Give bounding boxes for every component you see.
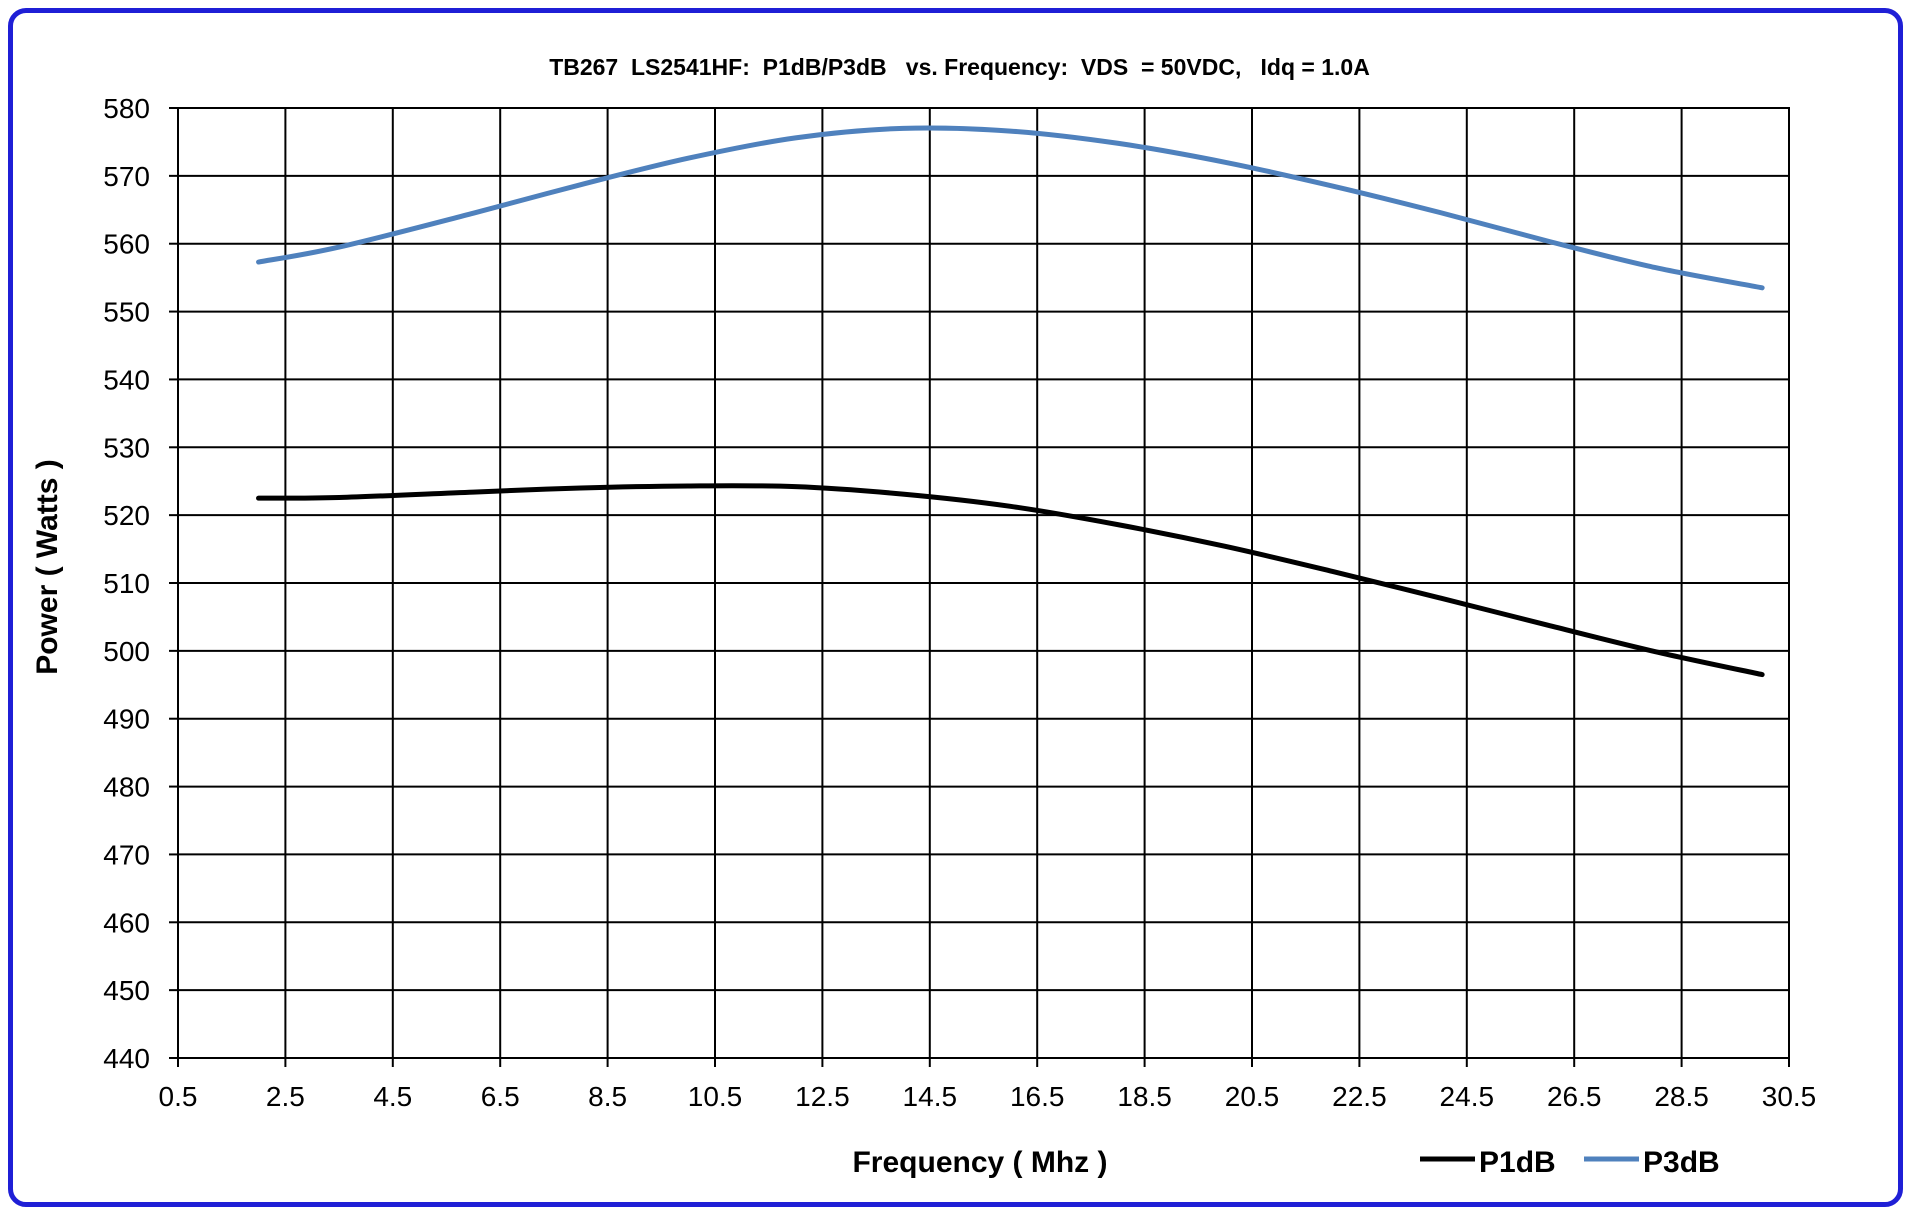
x-tick-label-8: 16.5: [1010, 1081, 1065, 1112]
legend-label-p3db: P3dB: [1643, 1146, 1720, 1179]
x-tick-label-11: 22.5: [1332, 1081, 1387, 1112]
legend: P1dB P3dB: [1420, 1146, 1720, 1179]
x-tick-label-6: 12.5: [795, 1081, 850, 1112]
x-tick-label-15: 30.5: [1762, 1081, 1817, 1112]
y-tick-label-0: 440: [103, 1043, 150, 1074]
x-tick-label-4: 8.5: [588, 1081, 627, 1112]
y-tick-label-5: 490: [103, 704, 150, 735]
y-tick-label-14: 580: [103, 93, 150, 124]
x-tick-label-5: 10.5: [688, 1081, 743, 1112]
x-axis-label: Frequency ( Mhz ): [852, 1146, 1107, 1179]
plot-border: [177, 107, 1790, 1059]
y-tick-label-1: 450: [103, 975, 150, 1006]
x-tick-label-13: 26.5: [1547, 1081, 1602, 1112]
x-tick-label-0: 0.5: [159, 1081, 198, 1112]
y-tick-label-13: 570: [103, 161, 150, 192]
x-tick-labels: 0.5 2.5 4.5 6.5 8.5 10.5 12.5 14.5 16.5 18.5 20.5 2…: [159, 1081, 1817, 1112]
x-tick-label-12: 24.5: [1440, 1081, 1495, 1112]
y-tick-label-4: 480: [103, 772, 150, 803]
chart-title: TB267 LS2541HF: P1dB/P3dB vs. Frequency:…: [549, 54, 1370, 80]
x-tick-label-2: 4.5: [373, 1081, 412, 1112]
y-axis-label: Power ( Watts ): [31, 459, 64, 675]
series-line-p3db: [256, 125, 1765, 291]
series-line-p1db: [256, 483, 1765, 678]
x-tick-label-3: 6.5: [481, 1081, 520, 1112]
y-tick-label-9: 530: [103, 432, 150, 463]
x-tick-label-9: 18.5: [1117, 1081, 1172, 1112]
y-tick-label-6: 500: [103, 636, 150, 667]
x-tick-label-10: 20.5: [1225, 1081, 1280, 1112]
series-lines: [256, 125, 1765, 678]
x-tick-label-14: 28.5: [1654, 1081, 1709, 1112]
y-tick-label-10: 540: [103, 364, 150, 395]
y-tick-label-11: 550: [103, 297, 150, 328]
chart-frame: [8, 8, 1903, 1207]
x-tick-label-7: 14.5: [903, 1081, 958, 1112]
y-tick-label-2: 460: [103, 907, 150, 938]
y-tick-labels: 440 450 460 470 480 490 500 510 520 530 540 550 560 5…: [103, 93, 150, 1074]
x-tick-label-1: 2.5: [266, 1081, 305, 1112]
y-tick-label-12: 560: [103, 229, 150, 260]
legend-label-p1db: P1dB: [1479, 1146, 1556, 1179]
y-tick-label-3: 470: [103, 839, 150, 870]
y-tick-label-8: 520: [103, 500, 150, 531]
y-tick-label-7: 510: [103, 568, 150, 599]
grid: [169, 107, 1790, 1067]
